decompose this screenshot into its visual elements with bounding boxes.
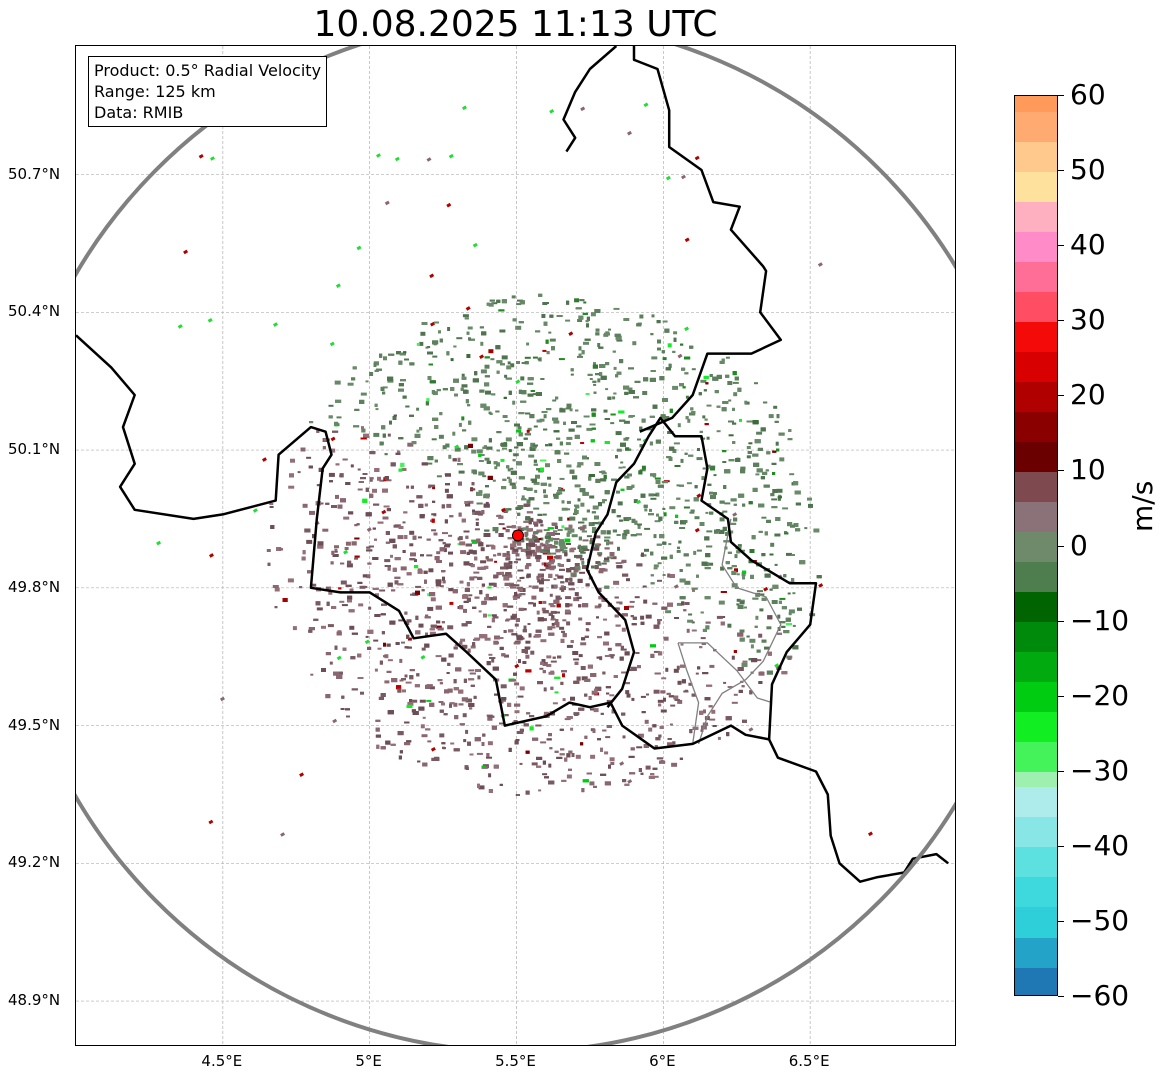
colorbar-tick-mark [1058,395,1064,397]
radar-site [511,529,524,542]
colorbar-band [1015,966,1057,995]
country-border [76,334,949,883]
lon-tick-label: 6°E [649,1052,676,1070]
lon-tick-label: 5°E [355,1052,382,1070]
colorbar-band [1015,876,1057,908]
colorbar-band [1015,411,1057,442]
colorbar-tick-mark [1058,545,1064,547]
radar-map-canvas[interactable] [76,46,956,1046]
colorbar-band [1015,321,1057,352]
colorbar-band [1015,501,1057,533]
colorbar-tick-mark [1058,770,1064,772]
internal-boundaries [677,518,782,745]
colorbar-band [1015,591,1057,623]
colorbar-tick-mark [1058,170,1064,172]
colorbar-band [1015,96,1057,112]
radar-map[interactable] [75,45,956,1046]
lat-tick-label: 49.8°N [8,577,61,596]
colorbar-tick-mark [1058,920,1064,922]
lat-tick-label: 48.9°N [8,991,61,1010]
colorbar-band [1015,651,1057,683]
colorbar-tick-label: −50 [1070,903,1130,937]
colorbar-tick-label: 20 [1070,378,1106,412]
lon-tick-label: 5.5°E [495,1052,536,1070]
colorbar-band [1015,351,1057,382]
country-border [585,416,818,740]
info-product: Product: 0.5° Radial Velocity [94,61,322,80]
colorbar-band [1015,816,1057,848]
colorbar-band [1015,231,1057,262]
lat-tick-label: 49.5°N [8,715,61,734]
colorbar-band [1015,846,1057,878]
lat-tick-label: 49.2°N [8,853,61,872]
colorbar-unit-label: m/s [1126,480,1159,532]
colorbar-band [1015,441,1057,472]
colorbar-tick-mark [1058,845,1064,847]
info-range: Range: 125 km [94,82,216,101]
colorbar-tick-label: 50 [1070,153,1106,187]
lon-tick-label: 4.5°E [201,1052,243,1070]
colorbar-tick-label: 30 [1070,303,1106,337]
colorbar-tick-label: 40 [1070,228,1106,262]
colorbar-band [1015,471,1057,503]
colorbar-tick-mark [1058,695,1064,697]
internal-boundary [697,518,782,745]
colorbar-tick-label: −40 [1070,828,1130,862]
colorbar-band [1015,141,1057,172]
colorbar-tick-mark [1058,470,1064,472]
colorbar-tick-label: −10 [1070,603,1130,637]
colorbar-band [1015,771,1057,788]
colorbar-band [1015,171,1057,202]
colorbar-band [1015,381,1057,412]
colorbar-tick-label: −20 [1070,678,1130,712]
colorbar-tick-label: 0 [1070,528,1088,562]
colorbar-tick-mark [1058,620,1064,622]
velocity-colorbar [1014,95,1058,996]
colorbar-band [1015,261,1057,292]
colorbar-band [1015,741,1057,773]
info-box: Product: 0.5° Radial Velocity Range: 125… [88,56,328,127]
lon-tick-label: 6.5°E [788,1052,830,1070]
colorbar-tick-mark [1058,996,1064,997]
colorbar-tick-mark [1058,95,1064,96]
lat-tick-label: 50.1°N [8,440,61,459]
colorbar-tick-mark [1058,245,1064,247]
country-borders [76,46,949,883]
internal-boundary [677,642,700,744]
colorbar-tick-label: 10 [1070,453,1106,487]
country-border [632,46,783,433]
colorbar-band [1015,711,1057,743]
colorbar-band [1015,906,1057,938]
velocity-echoes [156,102,873,837]
colorbar-tick-mark [1058,320,1064,322]
colorbar-tick-label: −60 [1070,979,1130,1012]
plot-title: 10.08.2025 11:13 UTC [313,4,718,45]
colorbar-band [1015,621,1057,653]
colorbar-band [1015,561,1057,593]
graticule [76,46,955,1045]
colorbar-tick-label: 60 [1070,78,1106,111]
colorbar-band [1015,936,1057,968]
colorbar-band [1015,111,1057,142]
internal-boundary [678,642,773,704]
lat-tick-label: 50.7°N [8,164,61,183]
colorbar-tick-label: −30 [1070,753,1130,787]
radar-site-marker [511,529,524,542]
lat-tick-label: 50.4°N [8,302,61,321]
colorbar-band [1015,786,1057,818]
colorbar-band [1015,201,1057,232]
colorbar-band [1015,531,1057,563]
colorbar-band [1015,291,1057,322]
country-border [562,46,618,153]
info-data-source: Data: RMIB [94,103,184,122]
colorbar-band [1015,681,1057,713]
